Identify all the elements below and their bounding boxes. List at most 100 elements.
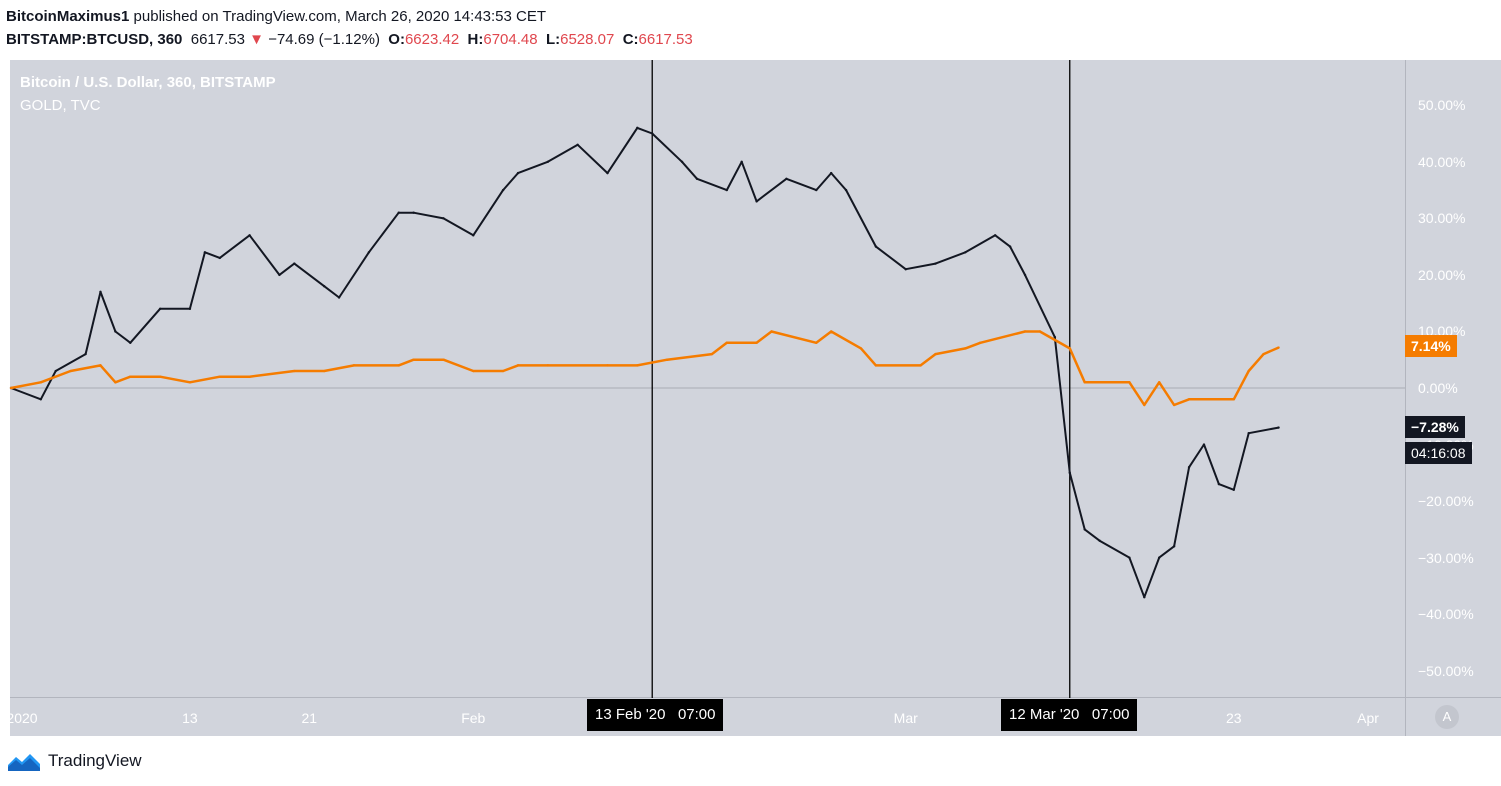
btc-data-point (546, 160, 550, 164)
btc-data-point (516, 171, 520, 175)
gold-data-point (815, 341, 818, 344)
gold-data-point (919, 364, 922, 367)
x-tick-label: Mar (893, 710, 918, 726)
gold-data-point (979, 341, 982, 344)
last-price: 6617.53 (190, 31, 245, 48)
gold-data-point (129, 375, 132, 378)
btc-data-point (844, 188, 848, 192)
y-tick-label: 0.00% (1418, 380, 1458, 396)
y-tick-label: 20.00% (1418, 266, 1466, 283)
y-tick-label: −30.00% (1418, 549, 1474, 566)
gold-series-line[interactable] (10, 330, 1279, 407)
btc-data-point (39, 398, 43, 401)
btc-data-point (1187, 465, 1191, 469)
gold-data-point (39, 381, 43, 384)
btc-data-point (367, 251, 371, 254)
low-value: 6528.07 (560, 31, 615, 48)
gold-data-point (829, 330, 833, 333)
gold-data-point (546, 364, 550, 367)
btc-last-value-badge: −7.28% (1405, 416, 1465, 438)
gold-data-point (188, 381, 192, 384)
btc-data-point (695, 177, 699, 180)
btc-data-point (725, 188, 728, 192)
y-tick-label: −20.00% (1418, 493, 1474, 510)
gold-data-point (964, 347, 967, 350)
price-axis[interactable] (1405, 60, 1501, 698)
btc-data-point (1143, 596, 1146, 599)
bar-countdown-badge: 04:16:08 (1405, 442, 1472, 464)
btc-data-point (1277, 426, 1280, 429)
gold-data-point (1068, 347, 1071, 350)
x-tick-label: 2020 (6, 710, 38, 726)
x-tick-label: 21 (301, 710, 318, 726)
btc-data-point (606, 171, 609, 175)
gold-data-point (1143, 403, 1146, 407)
btc-data-point (322, 285, 326, 288)
y-tick-label: 40.00% (1418, 153, 1466, 170)
open-label: O: (388, 31, 405, 48)
btc-data-point (501, 188, 505, 192)
gold-data-point (1277, 346, 1280, 349)
crosshair-date-2: 12 Mar '20 (1009, 706, 1080, 723)
btc-data-point (1098, 539, 1101, 542)
plot-area[interactable] (10, 60, 1405, 698)
btc-data-point (1008, 245, 1012, 248)
y-tick-label: −40.00% (1418, 606, 1474, 623)
btc-data-point (1053, 335, 1057, 339)
auto-scale-button[interactable]: A (1435, 705, 1459, 729)
gold-data-point (755, 341, 758, 344)
btc-data-point (576, 143, 579, 147)
x-tick-label: Feb (461, 710, 486, 726)
gold-data-point (516, 364, 520, 367)
x-tick-label: 23 (1225, 710, 1242, 726)
gold-data-point (1128, 381, 1131, 384)
gold-data-point (934, 352, 937, 356)
btc-data-point (114, 330, 117, 333)
author-name[interactable]: BitcoinMaximus1 (6, 8, 130, 25)
gold-data-point (1247, 369, 1250, 373)
x-tick-label: 13 (182, 710, 198, 726)
legend-main-series[interactable]: Bitcoin / U.S. Dollar, 360, BITSTAMP (20, 74, 276, 91)
legend-compare-series[interactable]: GOLD, TVC (20, 97, 101, 114)
gold-data-point (114, 381, 117, 384)
btc-data-point (218, 256, 221, 260)
gold-data-point (1023, 330, 1027, 333)
gold-data-point (874, 364, 878, 367)
btc-data-point (755, 200, 758, 203)
tradingview-logo-icon[interactable] (6, 751, 42, 771)
gold-data-point (501, 369, 505, 373)
crosshair-date-1: 13 Feb '20 (595, 706, 666, 723)
gold-data-point (352, 364, 356, 367)
gold-data-point (248, 375, 251, 378)
btc-data-point (1217, 482, 1221, 486)
btc-data-point (1172, 545, 1176, 548)
btc-data-point (203, 251, 207, 254)
btc-data-point (293, 262, 296, 265)
gold-data-point (1083, 381, 1086, 384)
footer-brand[interactable]: TradingView (48, 751, 142, 770)
btc-data-point (84, 352, 87, 356)
btc-data-point (964, 251, 967, 254)
gold-last-value-badge: 7.14% (1405, 335, 1457, 357)
btc-data-point (158, 307, 162, 311)
btc-data-point (1202, 443, 1206, 446)
close-value: 6617.53 (638, 31, 693, 48)
gold-data-point (472, 369, 475, 373)
gold-data-point (859, 347, 863, 350)
symbol-label: BITSTAMP:BTCUSD, 360 (6, 31, 183, 48)
gold-data-point (322, 369, 326, 373)
gold-data-point (9, 386, 13, 390)
gold-data-point (218, 375, 221, 378)
gold-data-point (158, 375, 162, 378)
btc-data-point (680, 160, 684, 164)
btc-data-point (129, 341, 132, 344)
gold-data-point (99, 364, 102, 367)
down-arrow-icon: ▼ (249, 31, 265, 48)
btc-series-line[interactable] (10, 126, 1279, 599)
btc-data-point (188, 307, 192, 311)
gold-data-point (725, 341, 728, 344)
btc-data-point (1023, 273, 1027, 277)
btc-data-point (993, 234, 997, 237)
crosshair-label-1: 13 Feb '20 07:00 (587, 699, 724, 731)
